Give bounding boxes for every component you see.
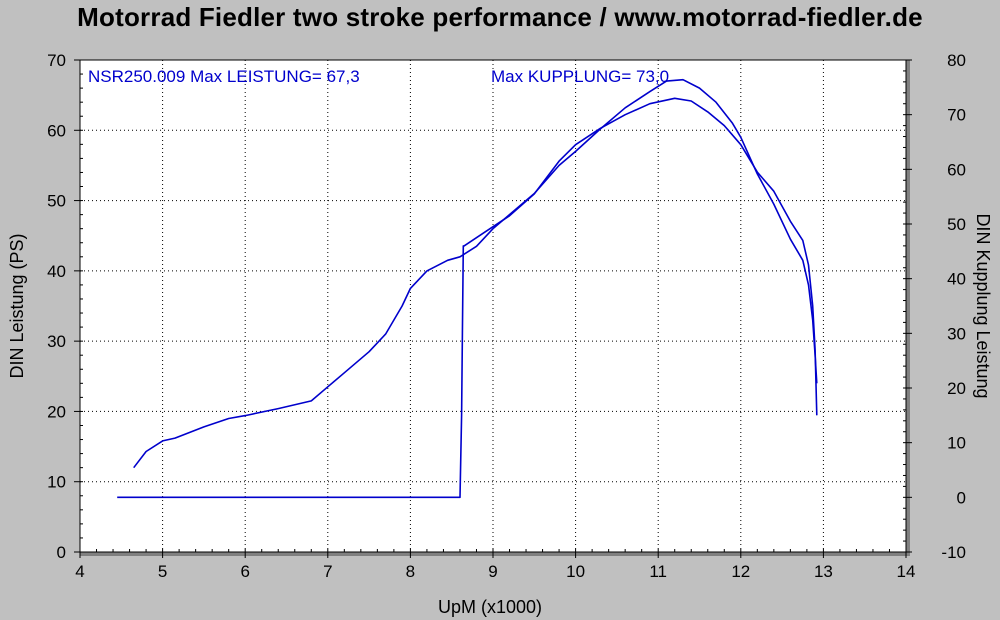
series-line-leistung xyxy=(133,78,818,469)
tick-labels: 4 5 6 7 8 9 10 11 12 13 14 0 10 20 30 40 50 60 70 -10 0 10 20 3… xyxy=(47,51,966,581)
ticks xyxy=(74,59,912,558)
x-tick-label: 10 xyxy=(566,562,585,581)
x-tick-label: 5 xyxy=(158,562,167,581)
y-axis-label-left: DIN Leistung (PS) xyxy=(7,233,27,378)
plot-area xyxy=(79,59,907,553)
y-right-tick-label: 40 xyxy=(947,270,966,289)
x-tick-label: 8 xyxy=(406,562,415,581)
series-line-kupplung xyxy=(117,97,818,499)
x-tick-label: 4 xyxy=(75,562,84,581)
x-tick-label: 6 xyxy=(240,562,249,581)
y-left-tick-label: 60 xyxy=(47,121,66,140)
y-right-tick-label: 30 xyxy=(947,324,966,343)
y-right-tick-label: 50 xyxy=(947,215,966,234)
y-left-tick-label: 30 xyxy=(47,332,66,351)
y-right-tick-label: 80 xyxy=(947,51,966,70)
annotation-leistung: NSR250.009 Max LEISTUNG= 67,3 xyxy=(88,67,360,86)
x-tick-label: 12 xyxy=(731,562,750,581)
x-axis-label: UpM (x1000) xyxy=(438,597,542,617)
y-right-tick-label: 0 xyxy=(957,488,966,507)
y-right-tick-label: 10 xyxy=(947,434,966,453)
series-lines xyxy=(117,78,818,499)
y-right-tick-label: -10 xyxy=(941,543,966,562)
y-left-tick-label: 20 xyxy=(47,402,66,421)
x-tick-label: 7 xyxy=(323,562,332,581)
y-left-tick-label: 50 xyxy=(47,192,66,211)
y-left-tick-label: 70 xyxy=(47,51,66,70)
y-left-tick-label: 0 xyxy=(57,543,66,562)
annotation-kupplung: Max KUPPLUNG= 73,0 xyxy=(491,67,669,86)
x-tick-label: 9 xyxy=(488,562,497,581)
y-right-tick-label: 70 xyxy=(947,106,966,125)
chart-title: Motorrad Fiedler two stroke performance … xyxy=(77,2,923,32)
y-left-tick-label: 40 xyxy=(47,262,66,281)
y-right-tick-label: 20 xyxy=(947,379,966,398)
x-tick-label: 14 xyxy=(897,562,916,581)
grid xyxy=(80,60,906,552)
y-axis-label-right: DIN Kupplung Leistung xyxy=(973,213,993,398)
y-left-tick-label: 10 xyxy=(47,473,66,492)
x-tick-label: 13 xyxy=(814,562,833,581)
y-right-tick-label: 60 xyxy=(947,160,966,179)
x-tick-label: 11 xyxy=(649,562,667,581)
